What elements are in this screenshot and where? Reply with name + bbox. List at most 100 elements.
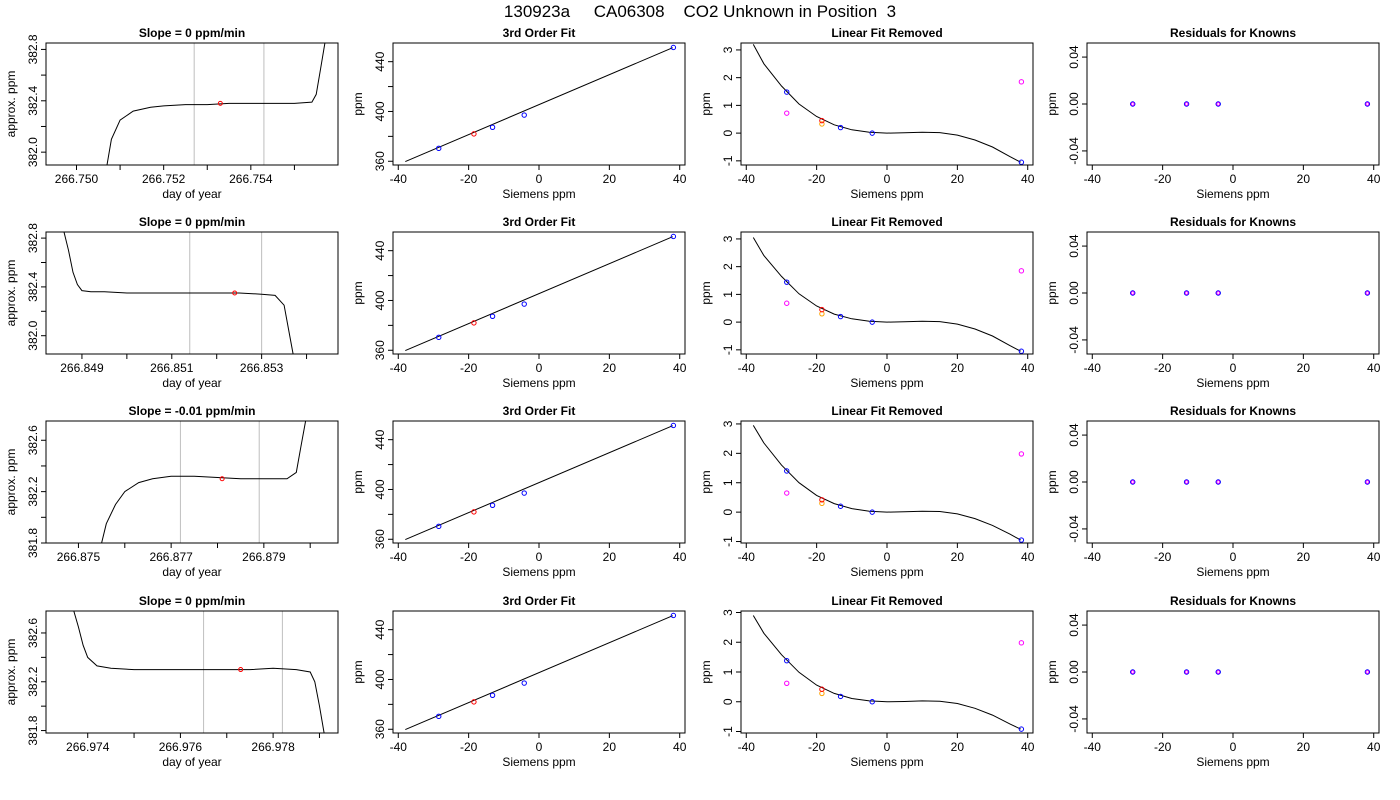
- plot-frame: [392, 42, 686, 166]
- plot-area: [752, 615, 1025, 732]
- sample-point: [819, 306, 825, 313]
- residual-point: [1215, 669, 1221, 675]
- x-tick-label: 20: [1297, 172, 1311, 186]
- panel-residuals-row3: Residuals for Knowns -40 -20 0 20 40 -0.04 0.00…: [1045, 404, 1381, 579]
- x-axis-label: day of year: [162, 187, 221, 201]
- y-axis-label: ppm: [1045, 660, 1059, 683]
- residual-point: [1215, 479, 1221, 485]
- x-tick-label: 40: [1367, 361, 1381, 375]
- residual-point-inner: [1216, 670, 1221, 674]
- plot-frame: [740, 42, 1034, 166]
- residual-point: [1364, 101, 1371, 107]
- y-axis-label: approx. ppm: [4, 71, 18, 138]
- known-standard-point: [784, 279, 790, 285]
- x-tick-label: 0: [536, 361, 543, 375]
- panel-time-series-row2: Slope = 0 ppm/min 266.849 266.851 266.853 38…: [4, 215, 339, 390]
- y-tick-label: 0.04: [1067, 45, 1081, 69]
- x-tick-label: -40: [738, 361, 756, 375]
- x-tick-label: 266.851: [150, 361, 194, 375]
- unknown-point: [784, 490, 790, 496]
- known-standard-point: [837, 313, 844, 320]
- y-axis-label: ppm: [699, 281, 713, 304]
- y-tick-label: -0.04: [1067, 515, 1081, 543]
- x-tick-label: 0: [1230, 361, 1237, 375]
- panel-title: Residuals for Knowns: [1170, 26, 1296, 40]
- plot-area: [405, 422, 677, 541]
- x-tick-label: 20: [951, 740, 965, 754]
- panel-time-series-row4: Slope = 0 ppm/min 266.974 266.976 266.978 38…: [4, 594, 339, 769]
- y-axis-label: ppm: [1045, 281, 1059, 304]
- panel-title: Linear Fit Removed: [831, 215, 942, 229]
- x-tick-label: -40: [738, 172, 756, 186]
- y-tick-label: 0.00: [1067, 470, 1081, 494]
- plot-frame: [740, 231, 1034, 355]
- sample-point: [819, 686, 825, 692]
- panel-title: Residuals for Knowns: [1170, 594, 1296, 608]
- plot-area: [1130, 479, 1371, 485]
- plot-area: [752, 44, 1025, 165]
- fit-curve: [405, 615, 673, 731]
- panel-cubic-fit-row2: 3rd Order Fit -40 -20 0 20 40 360 400 440 Siemens…: [351, 215, 687, 390]
- panel-linear-removed-row4: Linear Fit Removed -40 -20 0 20 40 -1 0 1 2 3 Sieme…: [699, 594, 1035, 769]
- x-tick-label: 40: [673, 550, 687, 564]
- y-tick-label: 382.0: [26, 320, 40, 350]
- known-standard-point: [869, 319, 875, 325]
- y-tick-label: 1: [721, 102, 735, 109]
- y-tick-label: 3: [721, 235, 735, 242]
- plot-frame: [392, 610, 686, 734]
- known-standard-point: [837, 124, 844, 131]
- panel-title: Residuals for Knowns: [1170, 215, 1296, 229]
- panel-title: Linear Fit Removed: [831, 26, 942, 40]
- y-tick-label: 2: [721, 450, 735, 457]
- plot-area: [405, 233, 677, 352]
- unknown-point: [1018, 640, 1025, 646]
- panel-title: Linear Fit Removed: [831, 404, 942, 418]
- concentration-trace: [73, 611, 325, 733]
- x-tick-label: 40: [1367, 172, 1381, 186]
- known-standard-point: [489, 313, 496, 319]
- residual-point: [1130, 101, 1136, 107]
- known-standard-point: [489, 692, 496, 698]
- x-axis-label: Siemens ppm: [502, 755, 575, 769]
- y-tick-label: 382.4: [26, 272, 40, 302]
- x-tick-label: 266.752: [142, 172, 186, 186]
- x-tick-label: 20: [1297, 740, 1311, 754]
- x-tick-label: 20: [951, 550, 965, 564]
- sample-point: [471, 509, 477, 515]
- residual-point: [1183, 669, 1190, 675]
- y-tick-label: 360: [373, 719, 387, 739]
- y-tick-label: 1: [721, 291, 735, 298]
- y-axis-label: ppm: [351, 660, 365, 683]
- y-tick-label: 400: [373, 669, 387, 689]
- plot-frame: [45, 420, 339, 544]
- residual-point-inner: [1130, 670, 1135, 674]
- plot-area: [1130, 669, 1371, 675]
- known-standard-point: [1018, 348, 1025, 354]
- y-axis-label: ppm: [699, 660, 713, 683]
- x-tick-label: -40: [390, 740, 408, 754]
- offset-point: [819, 121, 825, 127]
- residual-point: [1215, 290, 1221, 296]
- residual-point-inner: [1130, 102, 1135, 106]
- x-tick-label: -40: [390, 550, 408, 564]
- unknown-point: [1018, 268, 1025, 274]
- known-standard-point: [784, 657, 790, 664]
- plot-frame: [740, 610, 1034, 734]
- y-tick-label: 382.0: [26, 137, 40, 167]
- panel-title: Slope = 0 ppm/min: [139, 215, 245, 229]
- residual-curve: [752, 237, 1021, 352]
- plot-frame: [392, 420, 686, 544]
- residual-point: [1215, 101, 1221, 107]
- residual-curve: [752, 615, 1021, 730]
- x-tick-label: 20: [603, 172, 617, 186]
- residual-point-inner: [1184, 102, 1189, 106]
- panel-linear-removed-row3: Linear Fit Removed -40 -20 0 20 40 -1 0 1 2 3 Sieme…: [699, 404, 1035, 579]
- known-standard-point: [521, 112, 527, 118]
- residual-point-inner: [1365, 480, 1370, 484]
- figure-title: 130923a CA06308 CO2 Unknown in Position …: [503, 2, 897, 21]
- x-tick-label: 266.877: [149, 550, 193, 564]
- y-tick-label: 360: [373, 340, 387, 360]
- plot-frame: [1086, 42, 1380, 166]
- x-tick-label: -20: [1154, 361, 1172, 375]
- x-tick-label: 40: [1021, 172, 1035, 186]
